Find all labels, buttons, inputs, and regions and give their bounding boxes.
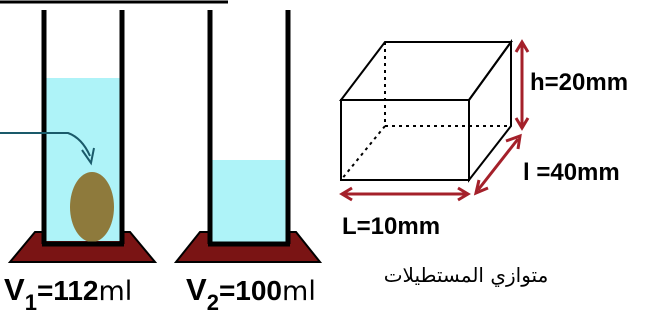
graduated-cylinder-1 [0,10,158,263]
volume-2-label: V2=100ml [186,272,316,315]
immersed-object [70,172,114,242]
rectangular-prism [338,38,513,183]
volume-1-label: V1=112ml [4,272,132,315]
length-label: L=10mm [342,213,440,240]
prism-caption: متوازي المستطيلات [384,263,549,288]
drop-arrow-head [81,147,95,166]
height-dimension-arrow [514,39,530,131]
cylinder-2-water [210,160,288,242]
prism-top-face [338,41,513,101]
graduated-cylinder-2 [173,10,323,263]
drop-arrow [0,132,91,157]
length-dimension-arrow [339,186,471,202]
height-label: h=20mm [530,69,628,96]
width-dimension-arrow [473,133,522,196]
prism-right-face [468,38,512,183]
prism-front-face [340,99,470,181]
width-label: l =40mm [523,159,620,186]
prism-hidden-edge-diagonal [340,125,386,181]
